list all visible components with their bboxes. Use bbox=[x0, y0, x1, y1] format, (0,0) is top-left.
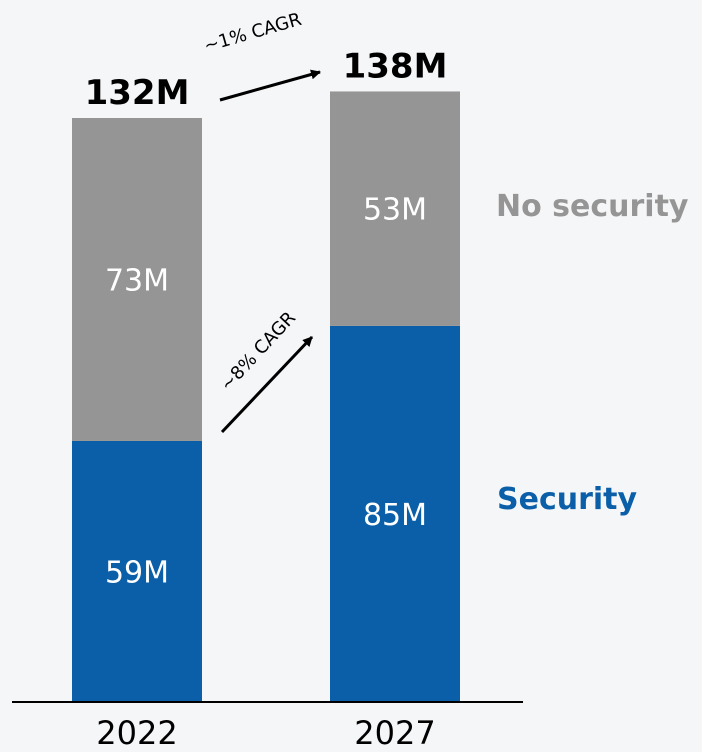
cagr-label-middle: ~8% CAGR bbox=[216, 308, 300, 396]
x-tick-label-2027: 2027 bbox=[354, 714, 435, 752]
segment-label-no-security-2027: 53M bbox=[363, 193, 427, 228]
bars-layer bbox=[72, 91, 460, 702]
bar-segment-security-2022 bbox=[72, 440, 202, 702]
x-tick-label-2022: 2022 bbox=[96, 714, 177, 752]
segment-label-no-security-2022: 73M bbox=[105, 263, 169, 298]
legend-security: Security bbox=[497, 482, 638, 517]
labels-layer: 59M 73M 132M 2022 85M 53M 138M 2027 bbox=[85, 46, 448, 752]
cagr-arrow-top bbox=[219, 69, 321, 102]
segment-label-security-2022: 59M bbox=[105, 555, 169, 590]
cagr-label-top: ~1% CAGR bbox=[202, 9, 304, 57]
bar-segment-no-security-2022 bbox=[72, 118, 202, 441]
total-label-2022: 132M bbox=[85, 73, 190, 113]
bar-segment-no-security-2027 bbox=[330, 91, 460, 326]
cagr-arrow-middle bbox=[220, 335, 314, 434]
legend-no-security: No security bbox=[496, 189, 689, 224]
total-label-2027: 138M bbox=[343, 46, 448, 86]
segment-label-security-2027: 85M bbox=[363, 498, 427, 533]
bar-segment-security-2027 bbox=[330, 325, 460, 702]
